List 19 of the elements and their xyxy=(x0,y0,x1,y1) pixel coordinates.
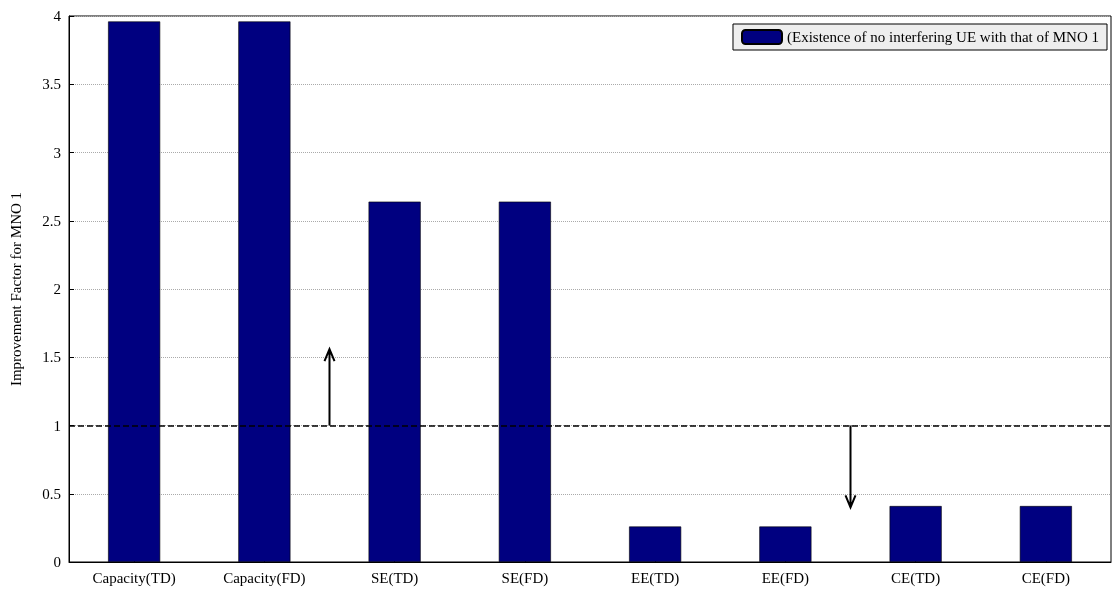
x-tick-label: EE(TD) xyxy=(630,569,680,587)
legend-label: (Existence of no interfering UE with that of MNO 1 xyxy=(787,29,1100,46)
y-tick-label: 1.5 xyxy=(42,349,61,366)
y-tick-label: 1 xyxy=(53,417,61,434)
y-tick-label: 2.5 xyxy=(42,212,61,229)
y-tick-label: 0 xyxy=(53,554,61,570)
x-tick-label: CE(FD) xyxy=(1021,569,1071,587)
y-tick-label: 4 xyxy=(53,8,62,24)
y-tick-label: 2 xyxy=(53,281,61,297)
x-tick-label: Capacity(TD) xyxy=(92,569,176,587)
y-tick-label: 3 xyxy=(53,144,61,161)
x-tick-label: SE(TD) xyxy=(370,569,419,587)
x-tick-label: EE(FD) xyxy=(761,569,810,587)
y-tick-label: 3.5 xyxy=(42,76,61,93)
x-tick-label: Capacity(FD) xyxy=(223,569,306,587)
y-tick-label: 0.5 xyxy=(42,485,61,502)
x-tick-label: SE(FD) xyxy=(501,569,549,587)
y-axis-title: Improvement Factor for MNO 1 xyxy=(7,191,24,387)
x-tick-label: CE(TD) xyxy=(891,569,941,587)
